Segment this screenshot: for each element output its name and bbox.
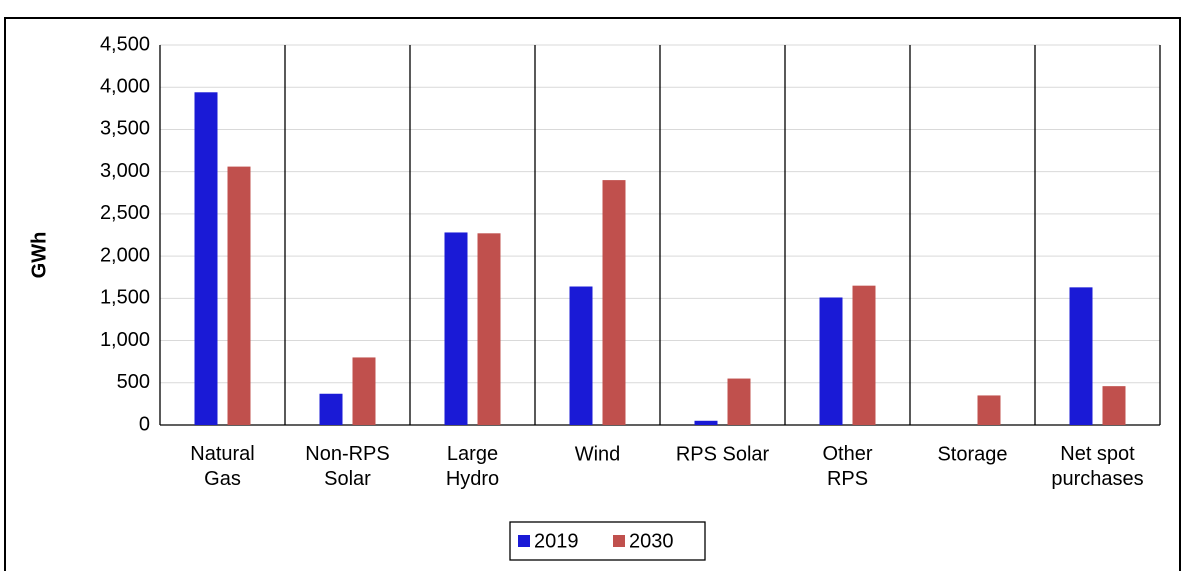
bar: [727, 378, 751, 425]
bar: [227, 166, 251, 425]
bar: [694, 420, 718, 425]
x-tick-label: Non-RPS Solar: [305, 443, 389, 490]
y-tick-label: 2,500: [100, 202, 150, 224]
bar: [477, 233, 501, 425]
y-tick-label: 4,500: [100, 33, 150, 55]
y-tick-label: 4,000: [100, 76, 150, 98]
y-tick-label: 1,000: [100, 329, 150, 351]
x-tick-label: RPS Solar: [676, 443, 770, 465]
x-tick-label: Wind: [575, 443, 621, 465]
bar: [569, 286, 593, 425]
bar: [819, 297, 843, 425]
bar: [602, 180, 626, 425]
y-axis-label: GWh: [28, 232, 50, 279]
y-tick-label: 0: [139, 413, 150, 435]
y-tick-label: 2,000: [100, 244, 150, 266]
x-tick-label: Net spot purchases: [1051, 443, 1143, 490]
y-tick-label: 3,000: [100, 160, 150, 182]
y-tick-label: 500: [117, 371, 150, 393]
x-tick-label: Large Hydro: [446, 443, 499, 490]
bar: [194, 92, 218, 426]
x-tick-label: Other RPS: [822, 443, 872, 490]
bar: [977, 395, 1001, 425]
x-tick-label: Storage: [937, 443, 1007, 465]
bar: [1069, 287, 1093, 425]
bar: [352, 357, 376, 425]
y-tick-label: 3,500: [100, 118, 150, 140]
x-tick-label: Natural Gas: [190, 443, 254, 490]
bar: [444, 232, 468, 425]
legend-swatch: [613, 535, 625, 547]
legend-label: 2019: [534, 530, 579, 552]
bar: [1102, 386, 1126, 425]
bar: [319, 393, 343, 425]
chart-border: [4, 17, 1181, 571]
legend-box: [509, 521, 706, 561]
legend-label: 2030: [629, 530, 674, 552]
legend-swatch: [518, 535, 530, 547]
bar: [852, 285, 876, 425]
y-tick-label: 1,500: [100, 287, 150, 309]
